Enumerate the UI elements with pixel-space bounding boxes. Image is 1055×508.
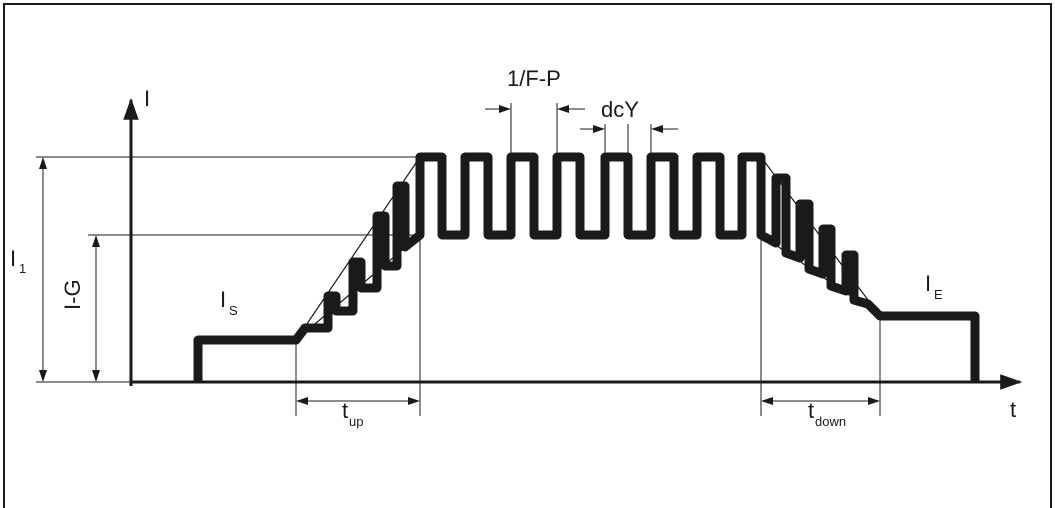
tup-label-subscript: up: [349, 414, 363, 429]
ig-label: I-G: [60, 279, 85, 310]
duty-cycle-arrow-left: [593, 125, 605, 133]
ig-arrow-bottom: [92, 370, 100, 382]
tdown-label-subscript: down: [815, 414, 846, 429]
i1-label: I: [10, 246, 16, 271]
tup-arrow-left: [296, 397, 308, 405]
is-label: I: [220, 287, 226, 312]
is-label-subscript: S: [229, 303, 238, 318]
frame-border: [3, 3, 1052, 508]
pulse-period-arrow-right: [557, 105, 569, 113]
ig-arrow-top: [92, 235, 100, 247]
y-axis-label: I: [144, 86, 150, 111]
i1-label-subscript: 1: [19, 261, 26, 276]
ie-label-subscript: E: [934, 287, 943, 302]
pulse-period-arrow-left: [499, 105, 511, 113]
tdown-arrow-left: [761, 397, 773, 405]
tup-arrow-right: [408, 397, 420, 405]
x-axis-label: t: [1010, 397, 1016, 422]
ie-label: I: [925, 271, 931, 296]
duty-cycle-arrow-right: [651, 125, 663, 133]
tup-label: t: [342, 398, 348, 423]
tdown-arrow-right: [868, 397, 880, 405]
current-waveform: [193, 152, 980, 382]
i1-arrow-bottom: [39, 370, 47, 382]
duty-cycle-label: dcY: [601, 97, 639, 122]
i1-arrow-top: [39, 157, 47, 169]
pulse-period-label: 1/F-P: [507, 66, 561, 91]
tdown-label: t: [808, 398, 814, 423]
